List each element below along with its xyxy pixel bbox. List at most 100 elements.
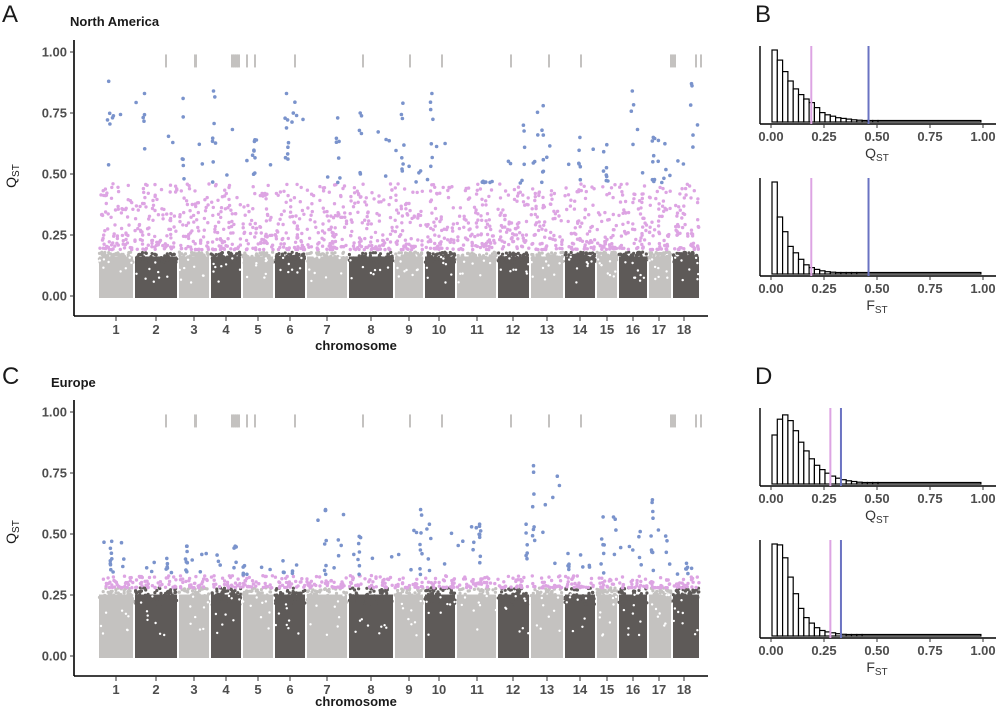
intermediate-point — [259, 231, 263, 235]
background-point — [667, 603, 672, 607]
background-point — [213, 259, 217, 263]
intermediate-point — [122, 574, 127, 578]
intermediate-point — [571, 242, 576, 246]
intermediate-point — [145, 579, 149, 583]
intermediate-point — [306, 582, 310, 586]
gap-point — [627, 627, 630, 630]
intermediate-point — [597, 576, 601, 580]
background-point — [191, 253, 195, 257]
background-point — [124, 259, 129, 263]
intermediate-point — [115, 241, 119, 245]
intermediate-point — [325, 247, 329, 251]
background-point — [497, 251, 501, 255]
intermediate-point — [478, 187, 483, 191]
gap-point — [632, 604, 635, 607]
intermediate-point — [545, 244, 549, 248]
intermediate-point — [507, 242, 511, 247]
x-tick-label: 0.50 — [864, 643, 889, 658]
background-point — [640, 602, 645, 606]
background-point — [580, 595, 584, 599]
intermediate-point — [372, 246, 376, 251]
background-point — [671, 593, 675, 597]
intermediate-point — [544, 584, 548, 588]
background-point — [261, 597, 266, 602]
gap-point — [120, 609, 124, 612]
intermediate-point — [155, 240, 159, 244]
background-point — [649, 595, 653, 599]
intermediate-point — [254, 227, 258, 231]
intermediate-point — [253, 235, 257, 239]
background-point — [496, 596, 500, 600]
intermediate-point — [113, 208, 118, 212]
background-point — [547, 602, 551, 606]
intermediate-point — [225, 580, 230, 584]
gap-point — [214, 612, 218, 616]
intermediate-point — [640, 233, 644, 237]
intermediate-point — [591, 203, 595, 207]
intermediate-point — [636, 207, 641, 211]
gap-point — [98, 259, 102, 262]
x-axis-title-main: Q — [865, 145, 876, 161]
gap-point — [472, 609, 475, 612]
intermediate-point — [229, 231, 233, 235]
outlier-point-max — [181, 96, 185, 101]
intermediate-point — [151, 198, 155, 203]
outlier-point — [352, 552, 356, 557]
intermediate-point — [305, 188, 310, 192]
outlier-point — [665, 539, 669, 543]
background-point — [305, 598, 309, 602]
intermediate-point — [396, 182, 400, 186]
outlier-point — [336, 538, 341, 542]
background-point — [423, 597, 427, 601]
intermediate-point — [451, 229, 455, 233]
intermediate-point — [657, 214, 662, 218]
intermediate-point — [202, 216, 207, 221]
intermediate-point — [435, 191, 439, 196]
x-tick-label: 14 — [573, 682, 588, 697]
intermediate-point — [342, 225, 347, 229]
background-point — [259, 253, 263, 257]
intermediate-point — [194, 574, 198, 579]
candidate-gene-mark — [670, 54, 672, 68]
background-point — [329, 254, 333, 258]
intermediate-point — [527, 246, 531, 250]
gap-point — [238, 598, 241, 601]
intermediate-point — [420, 585, 425, 589]
intermediate-point — [468, 227, 472, 231]
background-point — [309, 597, 313, 601]
background-point — [603, 258, 608, 262]
points-layer — [97, 463, 701, 658]
outlier-point — [400, 116, 405, 121]
intermediate-point — [204, 577, 209, 582]
histogram-bar — [776, 418, 784, 485]
intermediate-point — [381, 238, 385, 243]
intermediate-point — [537, 191, 541, 195]
intermediate-point — [506, 574, 511, 579]
intermediate-point — [308, 218, 312, 222]
background-point — [250, 256, 254, 260]
intermediate-point — [658, 576, 663, 580]
background-point — [582, 594, 587, 598]
outlier-point — [522, 145, 527, 150]
background-point — [407, 599, 411, 603]
intermediate-point — [471, 247, 475, 252]
gap-point — [527, 263, 530, 266]
x-tick-label: 9 — [405, 322, 412, 337]
gap-point — [624, 261, 627, 264]
background-point — [574, 260, 578, 264]
histogram-bar — [787, 576, 794, 637]
intermediate-point — [675, 214, 679, 218]
outlier-point — [211, 160, 215, 164]
outlier-point — [651, 568, 656, 573]
intermediate-point — [587, 213, 591, 217]
gap-point — [397, 275, 400, 278]
histogram-tail — [861, 633, 982, 637]
outlier-point — [601, 149, 606, 154]
gap-point — [194, 615, 197, 619]
intermediate-point — [369, 573, 374, 578]
outlier-point-max — [521, 123, 526, 127]
intermediate-point — [542, 223, 546, 227]
background-point — [274, 588, 278, 592]
intermediate-point — [226, 585, 231, 589]
background-point — [335, 260, 340, 264]
